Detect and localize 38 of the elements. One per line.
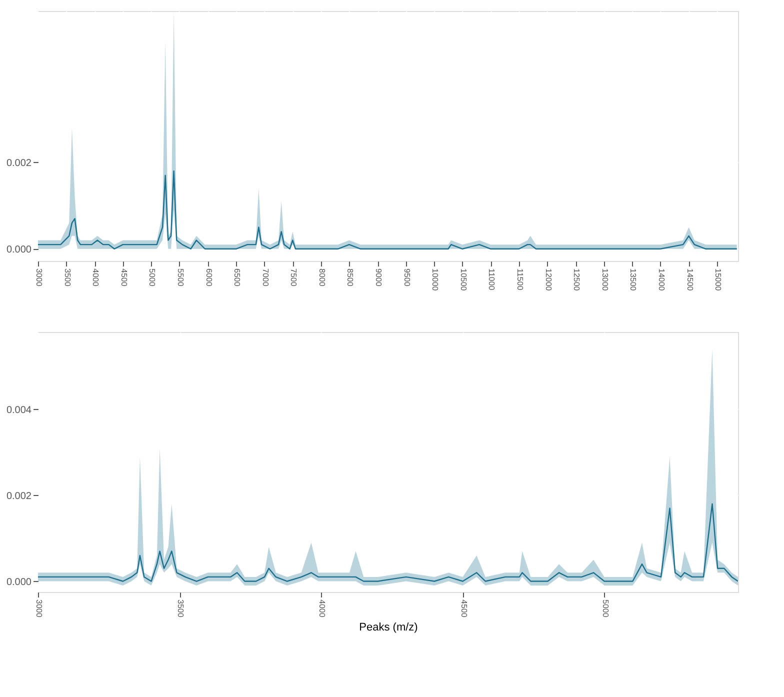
y-tick-label: 0.004 (6, 404, 32, 416)
line-series (38, 503, 738, 582)
x-tick-label: 8500 (346, 268, 355, 287)
x-tick-label: 8000 (317, 268, 326, 287)
x-axis-title: Peaks (m/z) (359, 621, 418, 634)
y-tick-label: 0.000 (6, 244, 32, 256)
x-tick-label: 9000 (374, 268, 384, 287)
x-tick-label: 6500 (232, 268, 242, 287)
x-tick-label: 11000 (487, 268, 496, 291)
x-tick-label: 3500 (62, 268, 72, 287)
x-tick-label: 3000 (34, 268, 44, 287)
x-tick-label: 12500 (572, 268, 582, 292)
y-tick-label: 0.002 (6, 158, 32, 169)
x-tick-label: 4500 (459, 600, 468, 618)
line-series (38, 170, 738, 250)
x-tick-label: 11500 (516, 268, 524, 291)
x-tick-label: 3500 (176, 600, 186, 618)
x-tick-label: 9500 (402, 268, 412, 287)
x-tick-label: 14500 (685, 268, 694, 292)
y-tick-label: 0.000 (6, 576, 32, 588)
x-tick-label: 4000 (91, 268, 100, 287)
x-tick-label: 4000 (318, 600, 327, 618)
x-tick-label: 10000 (430, 268, 440, 292)
x-tick-label: 13500 (628, 268, 638, 292)
x-tick-label: 7500 (289, 268, 298, 287)
x-tick-label: 6000 (204, 268, 214, 287)
x-tick-label: 12000 (544, 268, 553, 292)
x-tick-label: 5500 (176, 268, 185, 287)
x-tick-label: 15000 (714, 268, 723, 292)
x-tick-label: 13000 (600, 268, 610, 292)
x-tick-label: 14000 (656, 268, 666, 292)
x-tick-label: 5000 (148, 268, 157, 287)
x-tick-label: 7000 (260, 268, 270, 287)
x-tick-label: 4500 (119, 268, 128, 287)
x-tick-label: 5000 (600, 600, 610, 618)
y-tick-label: 0.002 (6, 490, 32, 502)
x-tick-label: 10500 (458, 268, 468, 292)
x-tick-label: 3000 (34, 600, 44, 618)
